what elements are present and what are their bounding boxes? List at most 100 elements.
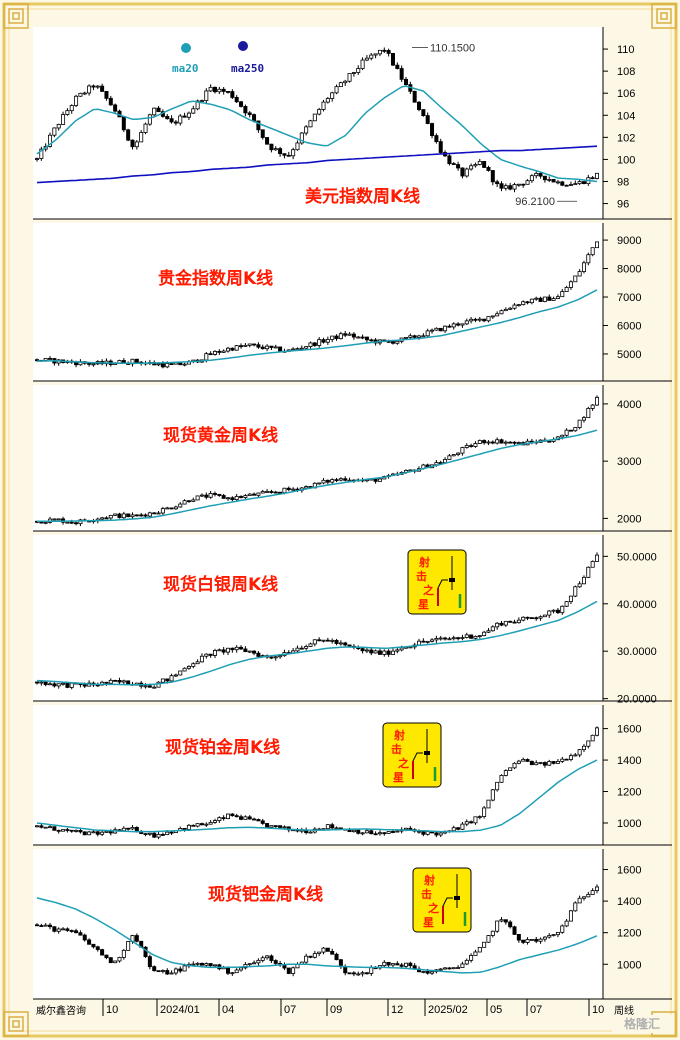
candle-up [516, 760, 521, 764]
candle-up [438, 968, 443, 971]
candle-down [408, 962, 413, 967]
x-tick-label: 07 [284, 1004, 296, 1016]
badge-char: 击 [391, 742, 402, 756]
candle-up [139, 132, 144, 143]
watermark: 格隆汇 [612, 1015, 672, 1033]
candle-down [265, 823, 270, 828]
candle-up [356, 336, 361, 339]
candle-up [199, 100, 204, 103]
badge-char: 星 [418, 598, 429, 611]
badge-char: 射 [393, 728, 405, 742]
y-tick-label: 104 [617, 110, 635, 122]
candle-up [208, 821, 213, 825]
y-tick-label: 96 [617, 199, 629, 211]
candle-down [434, 135, 439, 143]
candle-up [204, 653, 209, 657]
candle-down [273, 825, 278, 828]
y-tick-label: 106 [617, 88, 635, 100]
candle-down [282, 153, 287, 156]
candle-up [308, 120, 313, 128]
candle-down [212, 493, 217, 495]
candle-up [451, 323, 456, 328]
candle-down [525, 301, 530, 304]
candle-up [460, 823, 465, 830]
candle-down [108, 831, 113, 834]
candle-up [551, 934, 556, 937]
y-tick-label: 6000 [617, 320, 641, 332]
candle-up [304, 346, 309, 349]
candle-up [364, 57, 369, 61]
candle-up [451, 827, 456, 832]
candle-down [152, 512, 157, 515]
candle-down [199, 962, 204, 966]
candle-up [529, 298, 534, 304]
candle-up [447, 455, 452, 460]
candle-down [239, 101, 244, 107]
annotation-low-label: 96.2100 [515, 196, 555, 208]
candle-up [482, 807, 487, 817]
candle-up [78, 92, 83, 97]
legend: ma20 ma250 [172, 41, 264, 75]
candle-down [230, 91, 235, 98]
candle-down [330, 824, 335, 829]
candle-down [108, 957, 113, 964]
candle-up [573, 902, 578, 912]
candle-up [317, 339, 322, 346]
candle-down [256, 120, 261, 131]
candle-up [325, 339, 330, 343]
candle-up [581, 262, 586, 272]
candle-up [560, 434, 565, 438]
candle-down [234, 97, 239, 103]
candle-down [490, 441, 495, 444]
candle-up [204, 823, 209, 826]
candle-up [160, 508, 165, 514]
candle-down [126, 827, 131, 830]
panel-background [33, 705, 603, 845]
y-tick-label: 1200 [617, 787, 641, 799]
chart-panel-3: 2000 3000 4000 现货黄金周K线 [33, 385, 672, 532]
candle-up [464, 634, 469, 638]
candle-down [260, 346, 265, 350]
candle-down [182, 115, 187, 118]
candle-down [343, 333, 348, 336]
candle-down [269, 491, 274, 493]
candle-down [35, 681, 40, 684]
candle-up [447, 638, 452, 641]
candle-up [577, 897, 582, 904]
candle-up [273, 148, 278, 151]
candle-down [351, 972, 356, 975]
candle-up [477, 160, 482, 165]
candle-up [234, 969, 239, 974]
candle-up [490, 626, 495, 632]
candle-up [165, 831, 170, 836]
candle-up [403, 962, 408, 967]
candle-up [399, 647, 404, 651]
candle-down [373, 478, 378, 482]
candle-down [390, 52, 395, 66]
y-tick-label: 5000 [617, 349, 641, 361]
candle-down [269, 656, 274, 659]
panel-title: 现货钯金周K线 [208, 884, 323, 905]
candle-down [460, 167, 465, 177]
badge-candle-body [449, 578, 455, 582]
candle-up [273, 346, 278, 349]
candle-up [212, 350, 217, 355]
candle-up [321, 639, 326, 642]
candle-down [512, 621, 517, 624]
candle-up [430, 639, 435, 642]
candle-down [529, 760, 534, 766]
candle-down [104, 517, 109, 520]
candle-up [321, 101, 326, 110]
candle-up [486, 799, 491, 809]
candle-up [291, 348, 296, 351]
candle-up [464, 168, 469, 177]
candle-up [542, 296, 547, 302]
candle-down [208, 353, 213, 356]
x-tick-label: 10 [592, 1004, 604, 1016]
candle-up [347, 333, 352, 336]
candle-up [564, 920, 569, 927]
candle-up [217, 649, 222, 652]
candle-down [87, 362, 92, 365]
y-tick-label: 102 [617, 132, 635, 144]
